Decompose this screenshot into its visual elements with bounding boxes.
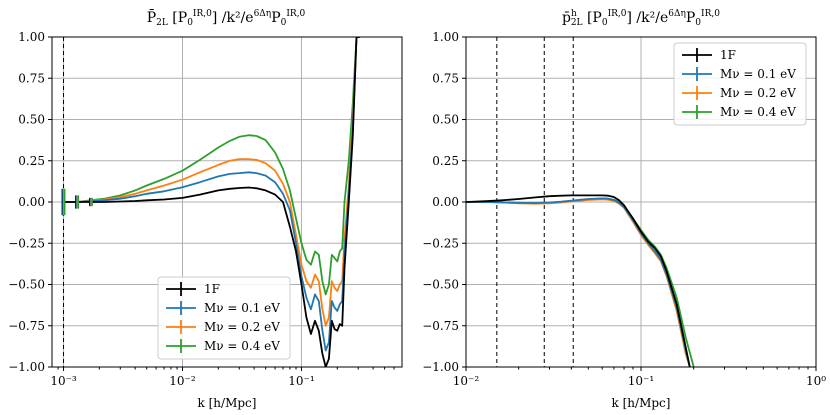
- left-y-tick-label: 1.00: [18, 30, 45, 44]
- left-y-ticks: 1.00 0.75 0.50 0.25 0.00 −0.25 −0.50 −0.75 −1.00: [8, 30, 52, 374]
- right-legend-box: [673, 42, 807, 126]
- right-x-tick-label: 10⁻²: [453, 374, 480, 388]
- left-series-line-3: [63, 37, 360, 296]
- left-legend-label: Mν = 0.1 eV: [204, 301, 280, 315]
- left-series-line-0: [63, 37, 360, 367]
- right-y-tick-label: 0.00: [432, 195, 459, 209]
- right-y-tick-label: −0.50: [422, 278, 459, 292]
- right-vertical-lines: [496, 37, 574, 367]
- left-legend-label: Mν = 0.2 eV: [204, 320, 280, 334]
- left-legend-label: 1F: [204, 282, 220, 296]
- left-legend-label: Mν = 0.4 eV: [204, 339, 280, 353]
- right-x-tick-label: 10⁰: [806, 374, 826, 388]
- left-title: P̄2L [P0IR,0] /k²/e6ΔηP0IR,0: [147, 8, 306, 28]
- right-x-axis-label: k [h/Mpc]: [612, 396, 671, 410]
- left-y-tick-label: 0.50: [18, 113, 45, 127]
- right-series-line-1: [466, 197, 691, 367]
- right-y-tick-label: 1.00: [432, 30, 459, 44]
- right-y-tick-label: 0.75: [432, 71, 459, 85]
- right-legend-label: 1F: [720, 48, 736, 62]
- left-series-line-1: [63, 37, 360, 352]
- left-x-tick-label: 10⁻³: [50, 374, 77, 388]
- left-y-tick-label: −0.25: [8, 236, 45, 250]
- left-x-axis-label: k [h/Mpc]: [198, 396, 257, 410]
- left-y-tick-label: −1.00: [8, 360, 45, 374]
- left-y-tick-label: −0.75: [8, 319, 45, 333]
- left-y-tick-label: −0.50: [8, 278, 45, 292]
- right-y-tick-label: 0.50: [432, 113, 459, 127]
- left-legend-box: [157, 276, 291, 360]
- right-x-ticks: 10⁻² 10⁻¹ 10⁰: [453, 367, 826, 388]
- right-x-tick-label: 10⁻¹: [628, 374, 654, 388]
- left-y-tick-label: 0.75: [18, 71, 45, 85]
- right-y-tick-label: −0.75: [422, 319, 459, 333]
- left-error-bars: [61, 188, 93, 216]
- right-y-tick-label: −0.25: [422, 236, 459, 250]
- right-y-tick-label: −1.00: [422, 360, 459, 374]
- right-title: p̄h 2L [P0IR,0] /k²/e6ΔηP0IR,0: [562, 9, 720, 28]
- left-panel: P̄2L [P0IR,0] /k²/e6ΔηP0IR,0 1.00 0.75 0.5…: [8, 8, 403, 410]
- left-legend: 1F Mν = 0.1 eV Mν = 0.2 eV Mν = 0.4 eV: [157, 276, 291, 360]
- left-x-tick-label: 10⁻¹: [288, 374, 314, 388]
- left-x-tick-label: 10⁻²: [169, 374, 196, 388]
- left-x-ticks: 10⁻³ 10⁻² 10⁻¹: [50, 367, 395, 388]
- left-series-group: [63, 37, 360, 367]
- right-panel: p̄h 2L [P0IR,0] /k²/e6ΔηP0IR,0 1.00 0.75 0.…: [422, 9, 826, 410]
- right-legend-label: Mν = 0.4 eV: [720, 105, 796, 119]
- right-legend-label: Mν = 0.2 eV: [720, 86, 796, 100]
- right-series-line-2: [466, 198, 691, 367]
- left-series-line-2: [63, 37, 360, 327]
- right-y-ticks: 1.00 0.75 0.50 0.25 0.00 −0.25 −0.50 −0.75 −1.00: [422, 30, 466, 374]
- right-legend-label: Mν = 0.1 eV: [720, 67, 796, 81]
- right-y-tick-label: 0.25: [432, 154, 459, 168]
- right-series-line-3: [466, 197, 695, 367]
- right-series-group: [466, 194, 695, 367]
- left-y-tick-label: 0.25: [18, 154, 45, 168]
- left-y-tick-label: 0.00: [18, 195, 45, 209]
- right-legend: 1F Mν = 0.1 eV Mν = 0.2 eV Mν = 0.4 eV: [673, 42, 807, 126]
- right-series-line-0: [466, 194, 691, 367]
